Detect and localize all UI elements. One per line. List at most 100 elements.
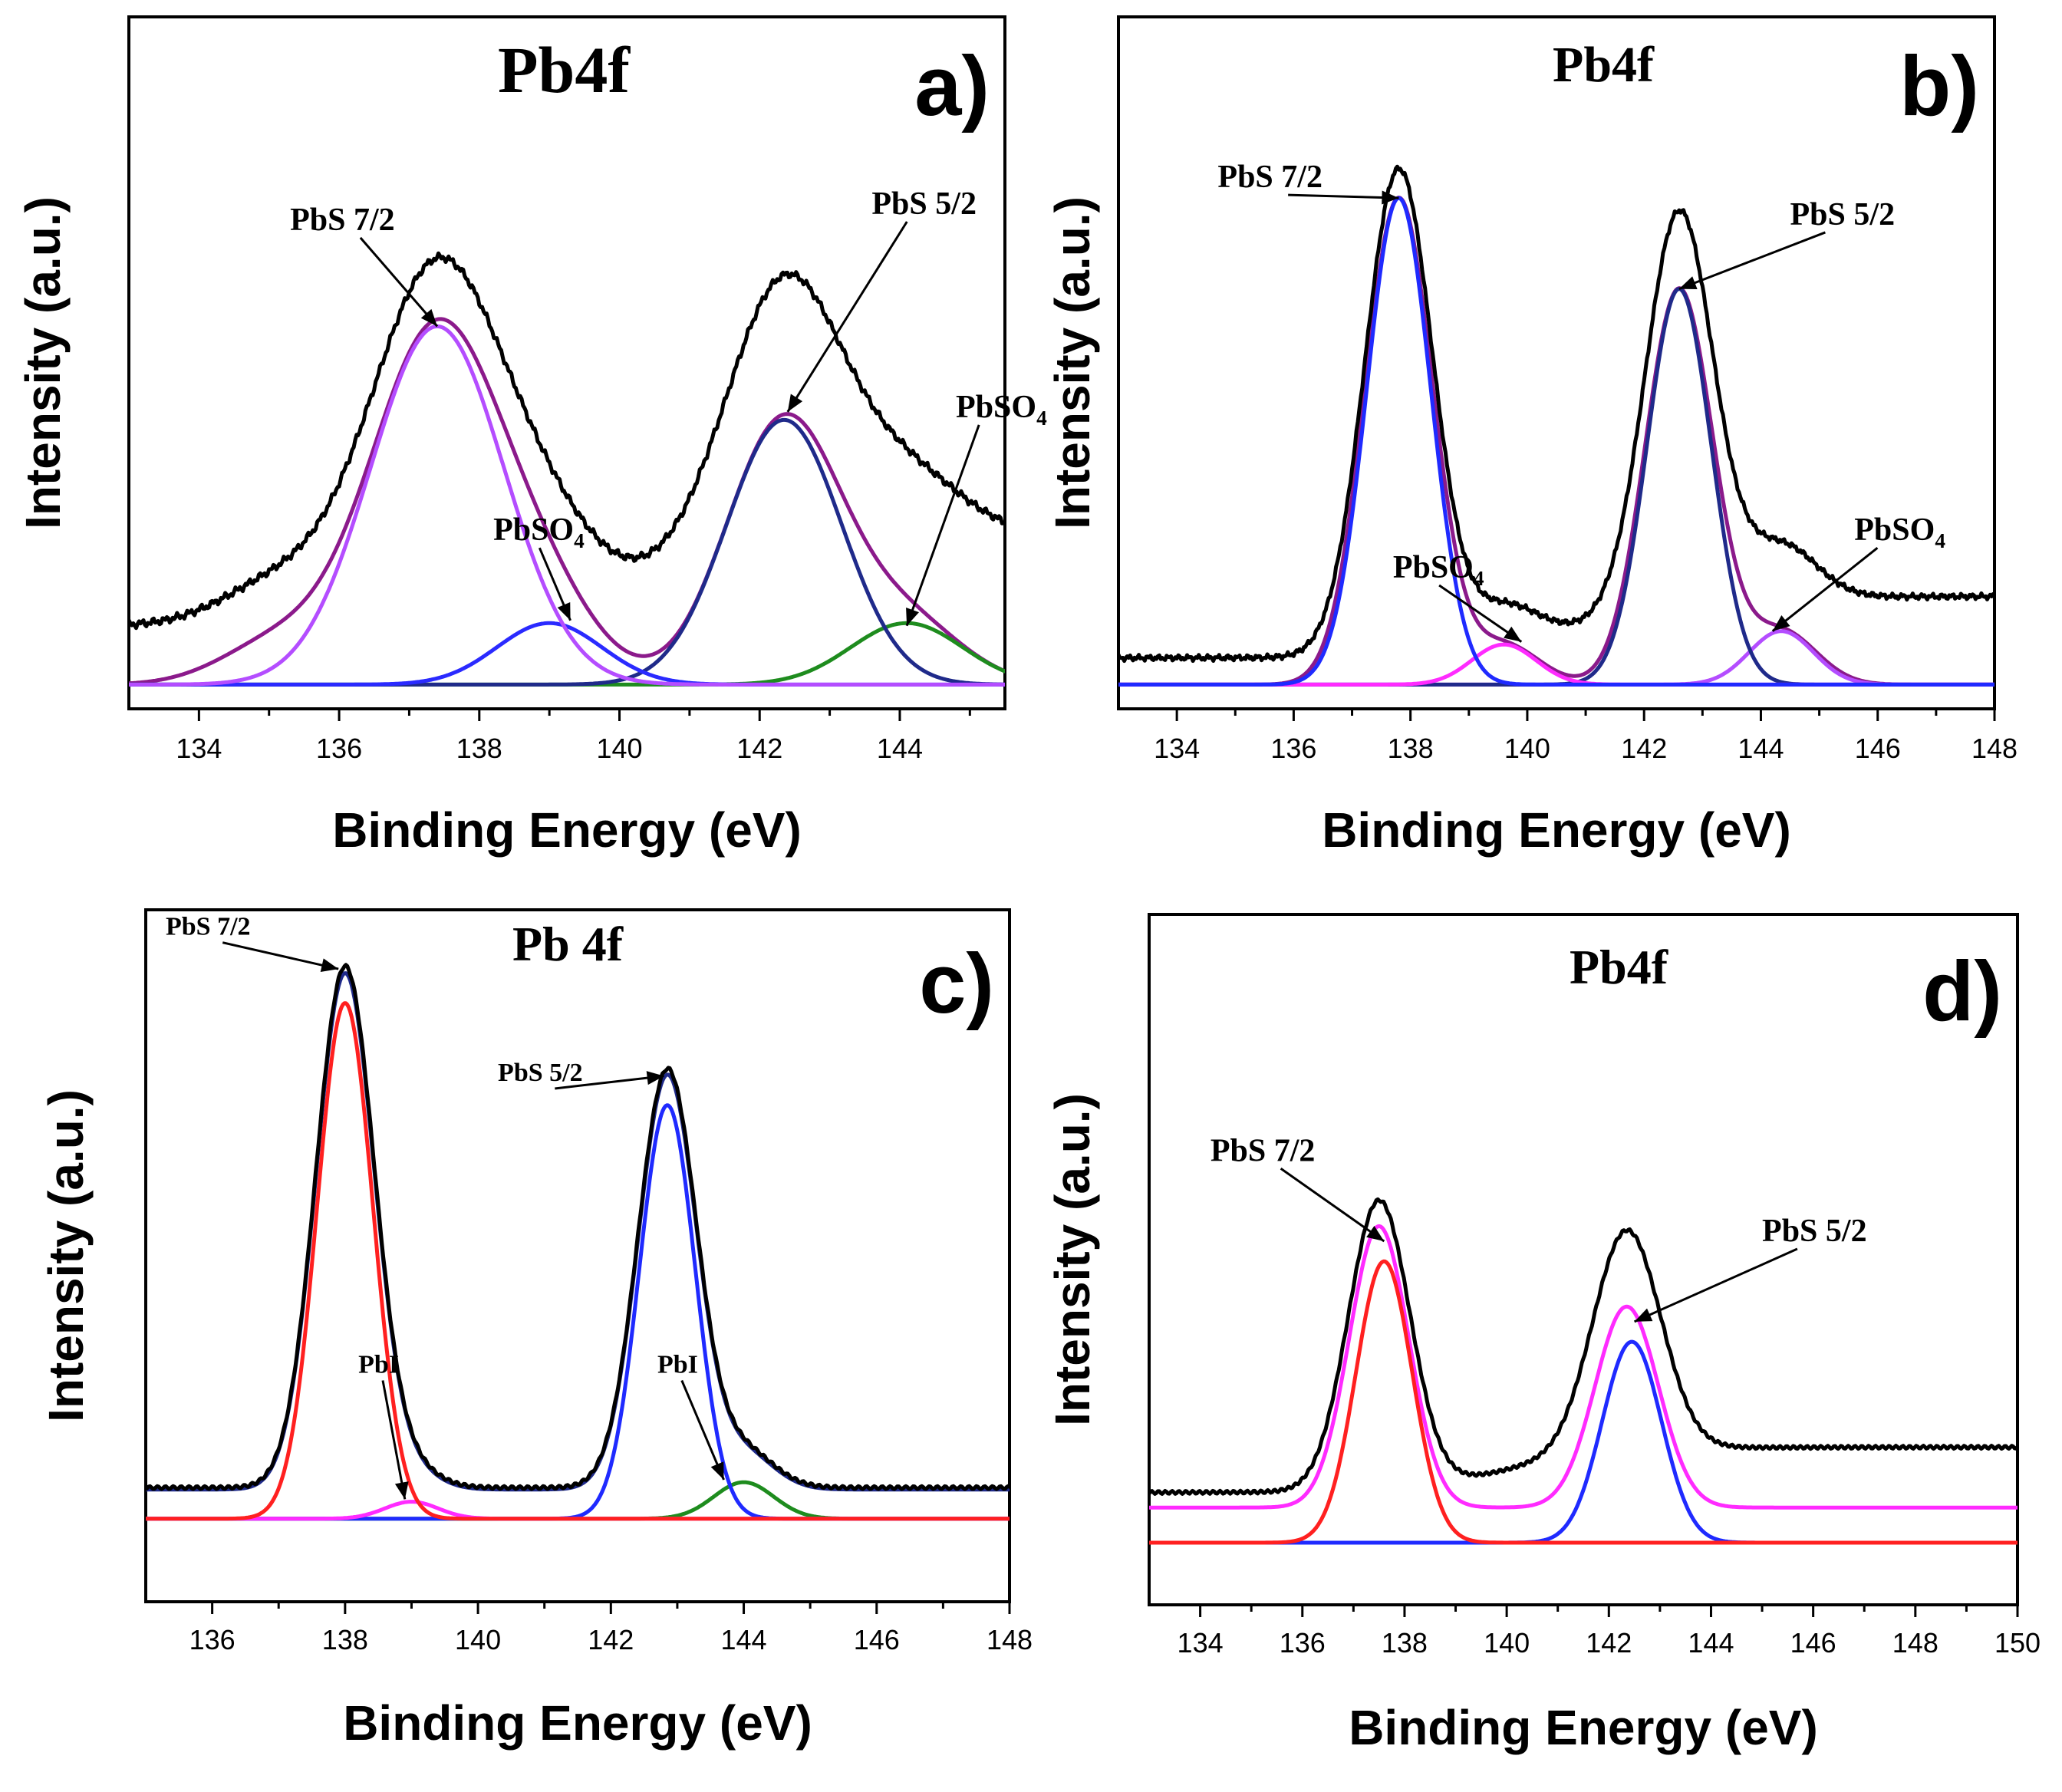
series-raw: [1149, 1197, 2018, 1496]
y-axis-label: Intensity (a.u.): [1045, 196, 1100, 529]
series-pbs-7-2-red-: [1149, 1259, 2018, 1545]
annotation-arrowhead: [1772, 614, 1790, 631]
annotation-arrowhead: [710, 1461, 724, 1481]
annotation-label: PbSO4: [1393, 550, 1484, 590]
series-raw: [129, 251, 1005, 631]
x-tick-label: 146: [1855, 733, 1901, 764]
annotation-arrowhead: [1504, 626, 1522, 642]
annotation-arrowhead: [906, 608, 920, 626]
plot-frame: [127, 15, 1006, 710]
x-tick-label: 142: [736, 733, 782, 764]
annotation-arrowhead: [1678, 276, 1698, 290]
annotation-arrow: [680, 1379, 725, 1481]
x-tick-label: 136: [189, 1624, 236, 1655]
annotation-label: PbI: [358, 1350, 399, 1379]
x-axis-label: Binding Energy (eV): [332, 802, 802, 858]
panel-letter: a): [914, 39, 990, 133]
x-tick-label: 134: [1178, 1627, 1224, 1659]
y-axis-label: Intensity (a.u.): [38, 1089, 94, 1422]
x-tick-label: 138: [456, 733, 502, 764]
x-tick-label: 148: [987, 1624, 1033, 1655]
x-tick-label: 146: [854, 1624, 900, 1655]
panel-letter: b): [1899, 39, 1979, 133]
plot-frame: [1148, 913, 2019, 1606]
panel-title: Pb4f: [1553, 37, 1655, 93]
x-tick-label: 140: [1484, 1627, 1530, 1659]
panel-letter: d): [1922, 944, 2002, 1039]
panel-b: 134 136 138 140 142 144 146 148 Binding Energy (…: [1045, 15, 2018, 858]
x-tick-label: 134: [176, 733, 222, 764]
x-tick-label: 142: [1586, 1627, 1632, 1659]
series-envelope: [1118, 196, 1994, 687]
series-envelope: [146, 971, 1010, 1492]
annotation-label: PbS 7/2: [1211, 1133, 1316, 1168]
x-tick-label: 148: [1971, 733, 2018, 764]
annotation-arrow: [222, 941, 339, 970]
x-tick-label: 140: [596, 733, 642, 764]
x-axis-label: Binding Energy (eV): [1349, 1700, 1818, 1755]
annotation-arrow: [786, 221, 908, 413]
panel-title: Pb4f: [498, 33, 631, 107]
series-pbs-5-2: [1118, 287, 1994, 687]
x-tick-label: 142: [588, 1624, 634, 1655]
panel-d: 134 136 138 140 142 144 146 148 150 Binding Energ…: [1045, 913, 2041, 1755]
panel-title: Pb4f: [1570, 940, 1668, 994]
annotation-arrow: [1288, 193, 1399, 199]
panel-c: 136 138 140 142 144 146 148 Binding Energy (eV)…: [38, 908, 1033, 1751]
y-axis-label: Intensity (a.u.): [15, 196, 71, 529]
series-pbs-7-2: [129, 324, 1005, 687]
series-pbso4-7-2-: [1118, 642, 1994, 687]
plot-frame: [144, 908, 1011, 1603]
y-axis-label: Intensity (a.u.): [1045, 1093, 1100, 1426]
x-tick-label: 138: [322, 1624, 368, 1655]
annotation-arrowhead: [420, 308, 437, 327]
plot-frame: [1117, 15, 1996, 710]
x-tick-label: 144: [720, 1624, 766, 1655]
annotation-arrowhead: [394, 1481, 409, 1500]
annotation-arrow: [1678, 231, 1826, 290]
x-tick-label: 144: [1688, 1627, 1734, 1659]
x-tick-label: 144: [1738, 733, 1784, 764]
annotation-arrowhead: [646, 1071, 664, 1085]
annotation-arrowhead: [1382, 190, 1399, 205]
annotation-label: PbS 7/2: [1217, 160, 1323, 195]
annotation-arrow: [555, 1075, 664, 1090]
annotation-arrowhead: [1634, 1308, 1653, 1322]
annotation-label: PbS 7/2: [166, 913, 251, 941]
annotation-label: PbSO4: [956, 390, 1047, 430]
x-tick-label: 150: [1994, 1627, 2041, 1659]
annotation-arrow: [359, 236, 439, 328]
annotation-arrowhead: [557, 602, 571, 621]
x-axis-label: Binding Energy (eV): [343, 1695, 812, 1751]
annotation-label: PbI: [657, 1350, 698, 1379]
x-tick-label: 134: [1154, 733, 1200, 764]
annotation-label: PbS 5/2: [498, 1059, 583, 1087]
x-axis-label: Binding Energy (eV): [1322, 802, 1791, 858]
annotation-arrow: [1280, 1168, 1385, 1243]
annotation-label: PbSO4: [493, 512, 585, 552]
annotation-arrowhead: [787, 394, 803, 412]
series-pbs-5-2-blue-: [1149, 1339, 2018, 1545]
x-tick-label: 136: [1280, 1627, 1326, 1659]
series-pbs-7-2: [1118, 196, 1994, 687]
annotation-label: PbS 5/2: [1762, 1214, 1867, 1249]
x-tick-label: 142: [1621, 733, 1667, 764]
annotation-label: PbSO4: [1854, 512, 1945, 552]
series-raw: [1118, 164, 1994, 664]
annotation-label: PbS 5/2: [1790, 197, 1896, 232]
annotation-arrowhead: [320, 958, 339, 972]
x-tick-label: 140: [1504, 733, 1550, 764]
x-tick-label: 136: [316, 733, 362, 764]
series-raw: [146, 963, 1010, 1491]
annotation-arrow: [905, 424, 980, 627]
annotation-label: PbS 5/2: [871, 186, 977, 222]
x-tick-label: 146: [1790, 1627, 1836, 1659]
annotation-label: PbS 7/2: [290, 203, 395, 238]
x-tick-label: 144: [877, 733, 923, 764]
annotation-arrowhead: [1366, 1226, 1385, 1242]
panel-a: 134 136 138 140 142 144 Binding Energy (eV) Int…: [15, 15, 1047, 858]
panel-title: Pb 4f: [512, 917, 624, 971]
annotation-arrow: [1633, 1247, 1798, 1323]
x-tick-label: 136: [1270, 733, 1316, 764]
